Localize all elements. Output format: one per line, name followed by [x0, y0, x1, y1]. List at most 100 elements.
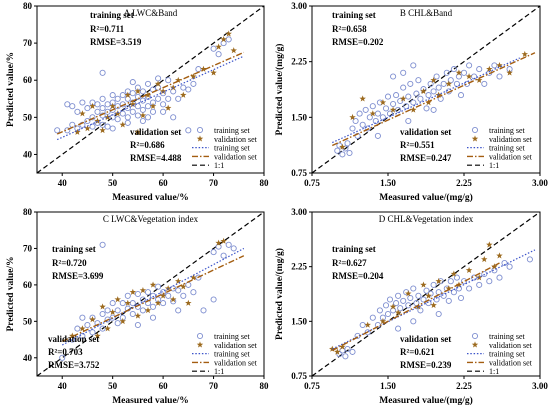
training-point	[165, 292, 172, 299]
training-point	[372, 117, 379, 125]
training-point	[457, 294, 465, 302]
legend-key	[196, 341, 204, 348]
training-point	[149, 292, 157, 299]
y-tick-label: 40	[23, 353, 33, 363]
plot-area	[312, 6, 540, 173]
training-point	[415, 292, 422, 299]
training-point	[185, 127, 192, 134]
training-r2: R²=0.658	[332, 24, 367, 34]
training-point	[405, 117, 412, 125]
validation-point	[225, 30, 232, 37]
training-point	[481, 80, 488, 87]
training-point	[390, 73, 397, 80]
training-point	[423, 287, 430, 294]
training-point	[496, 73, 503, 80]
legend-label: training set	[489, 350, 526, 359]
training-point	[369, 103, 376, 110]
plot-frame	[36, 5, 265, 174]
panel-title: B CHL&Band	[400, 8, 453, 18]
training-point	[104, 316, 111, 323]
training-point	[433, 73, 440, 80]
training-point	[435, 84, 442, 91]
x-tick-label: 0.75	[304, 381, 320, 391]
validation-rmse: RMSE=3.752	[48, 360, 100, 370]
validation-point	[144, 307, 152, 314]
training-point	[79, 99, 86, 106]
training-point	[379, 114, 386, 121]
legend-label: training set	[489, 332, 526, 341]
training-point	[384, 310, 392, 318]
training-point	[369, 314, 376, 321]
training-point	[165, 95, 172, 102]
validation-point	[394, 309, 402, 316]
legend-validation-marker	[471, 135, 479, 142]
validation-point	[359, 95, 366, 102]
y-tick-label: 2.25	[291, 57, 307, 67]
training-point	[134, 290, 141, 298]
validation-point	[124, 299, 132, 306]
training-point	[397, 97, 404, 105]
validation-point	[379, 317, 387, 325]
legend-validation-marker	[471, 341, 479, 348]
training-point	[69, 103, 76, 110]
training-point	[405, 93, 412, 100]
x-tick-label: 1.50	[380, 381, 396, 391]
legend-training-marker	[196, 332, 204, 340]
y-axis-label: Predicted value/(mg/g)	[274, 248, 285, 340]
validation-point	[491, 263, 498, 270]
validation-point	[149, 102, 157, 109]
validation-point	[410, 106, 417, 113]
training-point	[74, 108, 81, 115]
training-point	[139, 117, 146, 125]
training-point	[144, 103, 152, 110]
legend-key	[196, 126, 204, 134]
training-point	[139, 296, 146, 303]
training-point	[99, 105, 106, 112]
y-tick-label: 50	[23, 112, 33, 122]
legend-label: validation set	[214, 341, 258, 350]
training-point	[460, 69, 468, 76]
training-point	[129, 300, 136, 307]
training-point	[390, 307, 397, 314]
y-tick-label: 80	[23, 1, 33, 11]
legend-label: 1:1	[214, 161, 224, 170]
training-point	[526, 256, 533, 263]
legend-label: validation set	[214, 358, 258, 367]
y-axis-label: Predicted value/%	[6, 52, 16, 127]
validation-point	[486, 241, 493, 248]
validation-point	[190, 73, 197, 80]
validation-point	[215, 239, 222, 246]
training-point	[185, 86, 192, 93]
training-point	[506, 263, 513, 270]
validation-stats-header: validation set	[400, 127, 451, 137]
validation-point	[190, 274, 197, 281]
x-tick-label: 2.25	[456, 178, 472, 188]
validation-point	[164, 104, 172, 111]
validation-point	[185, 299, 192, 306]
validation-point	[475, 274, 483, 281]
training-point	[139, 106, 146, 113]
training-point	[190, 289, 197, 296]
training-point	[403, 103, 410, 110]
training-point	[104, 307, 111, 314]
validation-point	[99, 303, 106, 310]
training-point	[445, 297, 452, 304]
training-point	[170, 114, 177, 121]
validation-point	[169, 84, 177, 91]
training-point	[450, 66, 457, 73]
plot-area	[312, 212, 540, 376]
x-tick-label: 2.25	[456, 381, 472, 391]
y-tick-label: 0.75	[291, 371, 307, 381]
training-point	[89, 329, 96, 336]
x-tick-label: 80	[260, 178, 270, 188]
training-point	[440, 80, 447, 87]
training-point	[134, 112, 141, 119]
training-point	[430, 106, 437, 113]
training-point	[486, 278, 493, 285]
validation-point	[104, 113, 111, 121]
validation-point	[220, 36, 227, 43]
training-point	[144, 289, 152, 296]
training-point	[114, 95, 121, 102]
identity-line	[37, 212, 264, 376]
